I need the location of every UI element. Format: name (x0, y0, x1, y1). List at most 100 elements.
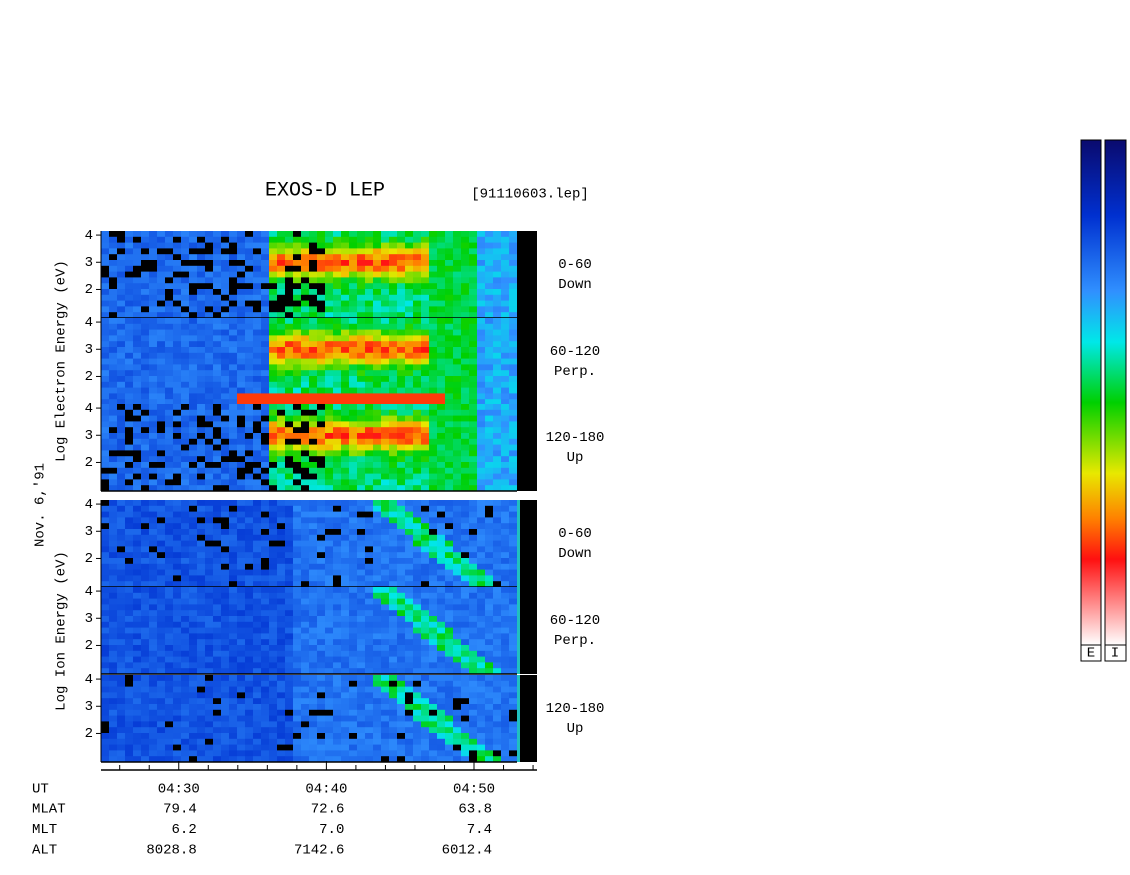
spectrogram-cell (485, 546, 493, 553)
spectrogram-cell (213, 534, 221, 542)
spectrogram-cell (277, 675, 285, 682)
spectrogram-cell (133, 750, 141, 757)
spectrogram-cell (277, 656, 285, 663)
spectrogram-cell (405, 462, 413, 469)
spectrogram-cell (125, 421, 133, 428)
spectrogram-cell (373, 704, 381, 711)
spectrogram-cell (125, 633, 133, 640)
spectrogram-cell (317, 587, 325, 594)
spectrogram-cell (445, 587, 453, 594)
spectrogram-cell (389, 704, 397, 711)
spectrogram-cell (213, 260, 221, 267)
spectrogram-cell (165, 598, 173, 605)
spectrogram-cell (125, 294, 133, 302)
spectrogram-cell (293, 569, 301, 576)
spectrogram-cell (253, 575, 261, 582)
spectrogram-cell (405, 427, 413, 434)
spectrogram-cell (165, 271, 173, 278)
spectrogram-cell (317, 485, 325, 492)
spectrogram-cell (197, 610, 205, 617)
spectrogram-cell (437, 231, 445, 238)
spectrogram-cell (437, 704, 445, 711)
spectrogram-cell (389, 450, 397, 457)
spectrogram-cell (301, 341, 309, 348)
spectrogram-cell (125, 756, 133, 763)
spectrogram-cell (349, 335, 357, 342)
spectrogram-cell (341, 341, 349, 348)
spectrogram-cell (125, 242, 133, 249)
spectrogram-cell (149, 704, 157, 711)
spectrogram-cell (165, 575, 173, 582)
y-tick-label: 3 (85, 699, 93, 715)
spectrogram-cell (285, 558, 293, 565)
spectrogram-cell (245, 421, 253, 428)
spectrogram-cell (189, 473, 197, 480)
spectrogram-cell (501, 421, 509, 428)
spectrogram-cell (357, 627, 365, 634)
spectrogram-cell (269, 738, 277, 746)
y-tick-label: 3 (85, 255, 93, 271)
spectrogram-cell (269, 294, 277, 302)
spectrogram-cell (357, 438, 365, 446)
spectrogram-cell (173, 552, 181, 559)
spectrogram-cell (301, 621, 309, 629)
spectrogram-cell (301, 650, 309, 658)
spectrogram-cell (381, 675, 389, 682)
spectrogram-cell (189, 721, 197, 728)
spectrogram-cell (373, 444, 381, 451)
spectrogram-cell (309, 387, 317, 394)
spectrogram-cell (365, 306, 373, 313)
spectrogram-cell (237, 318, 245, 325)
spectrogram-cell (397, 358, 405, 365)
spectrogram-cell (293, 721, 301, 728)
spectrogram-cell (157, 704, 165, 711)
spectrogram-cell (437, 627, 445, 634)
spectrogram-cell (493, 450, 501, 457)
spectrogram-cell (445, 645, 453, 652)
spectrogram-cell (325, 335, 333, 342)
spectrogram-cell (189, 692, 197, 699)
spectrogram-cell (509, 323, 517, 331)
spectrogram-cell (477, 715, 485, 722)
spectrogram-cell (429, 668, 437, 675)
spectrogram-cell (277, 627, 285, 634)
spectrogram-cell (485, 485, 493, 492)
spectrogram-cell (405, 456, 413, 463)
spectrogram-cell (125, 248, 133, 255)
spectrogram-cell (101, 352, 109, 360)
spectrogram-cell (261, 421, 269, 428)
spectrogram-cell (357, 500, 365, 507)
spectrogram-cell (117, 692, 125, 699)
spectrogram-cell (301, 534, 309, 542)
spectrogram-cell (373, 534, 381, 542)
spectrogram-cell (381, 616, 389, 623)
spectrogram-cell (277, 376, 285, 383)
spectrogram-cell (509, 300, 517, 307)
spectrogram-cell (277, 473, 285, 480)
spectrogram-cell (469, 627, 477, 634)
spectrogram-cell (381, 604, 389, 611)
spectrogram-cell (261, 645, 269, 652)
spectrogram-cell (141, 598, 149, 605)
spectrogram-cell (397, 438, 405, 446)
spectrogram-cell (133, 738, 141, 746)
spectrogram-cell (101, 306, 109, 313)
spectrogram-cell (341, 370, 349, 377)
spectrogram-cell (461, 680, 469, 688)
spectrogram-cell (325, 427, 333, 434)
spectrogram-cell (165, 546, 173, 553)
spectrogram-cell (365, 479, 373, 486)
spectrogram-cell (453, 616, 461, 623)
spectrogram-cell (293, 668, 301, 675)
spectrogram-cell (333, 563, 341, 571)
spectrogram-cell (301, 248, 309, 255)
spectrogram-cell (485, 438, 493, 446)
spectrogram-cell (141, 738, 149, 746)
spectrogram-cell (437, 415, 445, 422)
spectrogram-cell (421, 733, 429, 740)
spectrogram-cell (469, 409, 477, 417)
spectrogram-cell (341, 569, 349, 576)
spectrogram-cell (365, 569, 373, 576)
spectrogram-cell (125, 552, 133, 559)
spectrogram-cell (397, 529, 405, 536)
